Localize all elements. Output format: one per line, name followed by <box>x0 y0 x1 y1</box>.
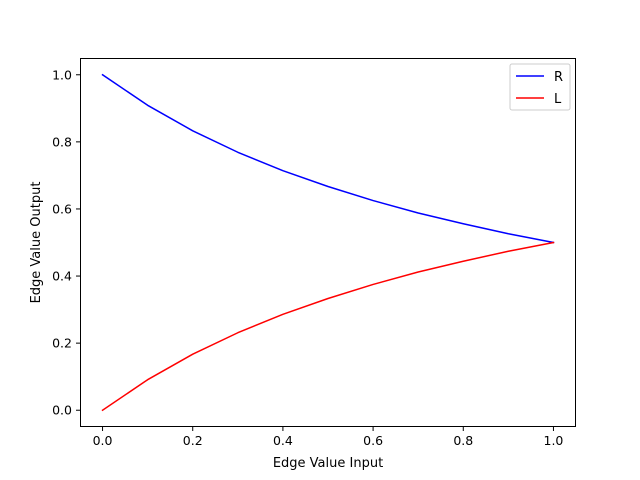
y-tick-label: 0.0 <box>52 403 72 418</box>
x-tick-label: 0.8 <box>453 433 473 448</box>
y-tick-label: 1.0 <box>52 67 72 82</box>
y-axis: 0.0 0.2 0.4 0.6 0.8 1.0 <box>52 67 80 418</box>
x-axis: 0.0 0.2 0.4 0.6 0.8 1.0 <box>93 427 564 448</box>
y-tick-label: 0.6 <box>52 201 72 216</box>
x-tick-label: 0.4 <box>273 433 293 448</box>
legend: R L <box>509 63 571 111</box>
x-axis-label: Edge Value Input <box>273 456 383 471</box>
series-layer <box>101 73 555 412</box>
y-axis-label: Edge Value Output <box>29 182 44 304</box>
series-line-l <box>101 241 555 412</box>
y-tick-label: 0.4 <box>52 269 72 284</box>
x-tick-label: 0.6 <box>363 433 383 448</box>
x-tick-label: 0.2 <box>183 433 203 448</box>
legend-label-l: L <box>554 92 562 107</box>
plot-frame <box>80 58 576 427</box>
legend-label-r: R <box>554 70 563 85</box>
y-tick-label: 0.8 <box>52 134 72 149</box>
x-tick-label: 0.0 <box>93 433 113 448</box>
plot-area <box>80 58 576 427</box>
y-tick-label: 0.2 <box>52 336 72 351</box>
x-tick-label: 1.0 <box>544 433 564 448</box>
series-line-r <box>101 73 555 244</box>
